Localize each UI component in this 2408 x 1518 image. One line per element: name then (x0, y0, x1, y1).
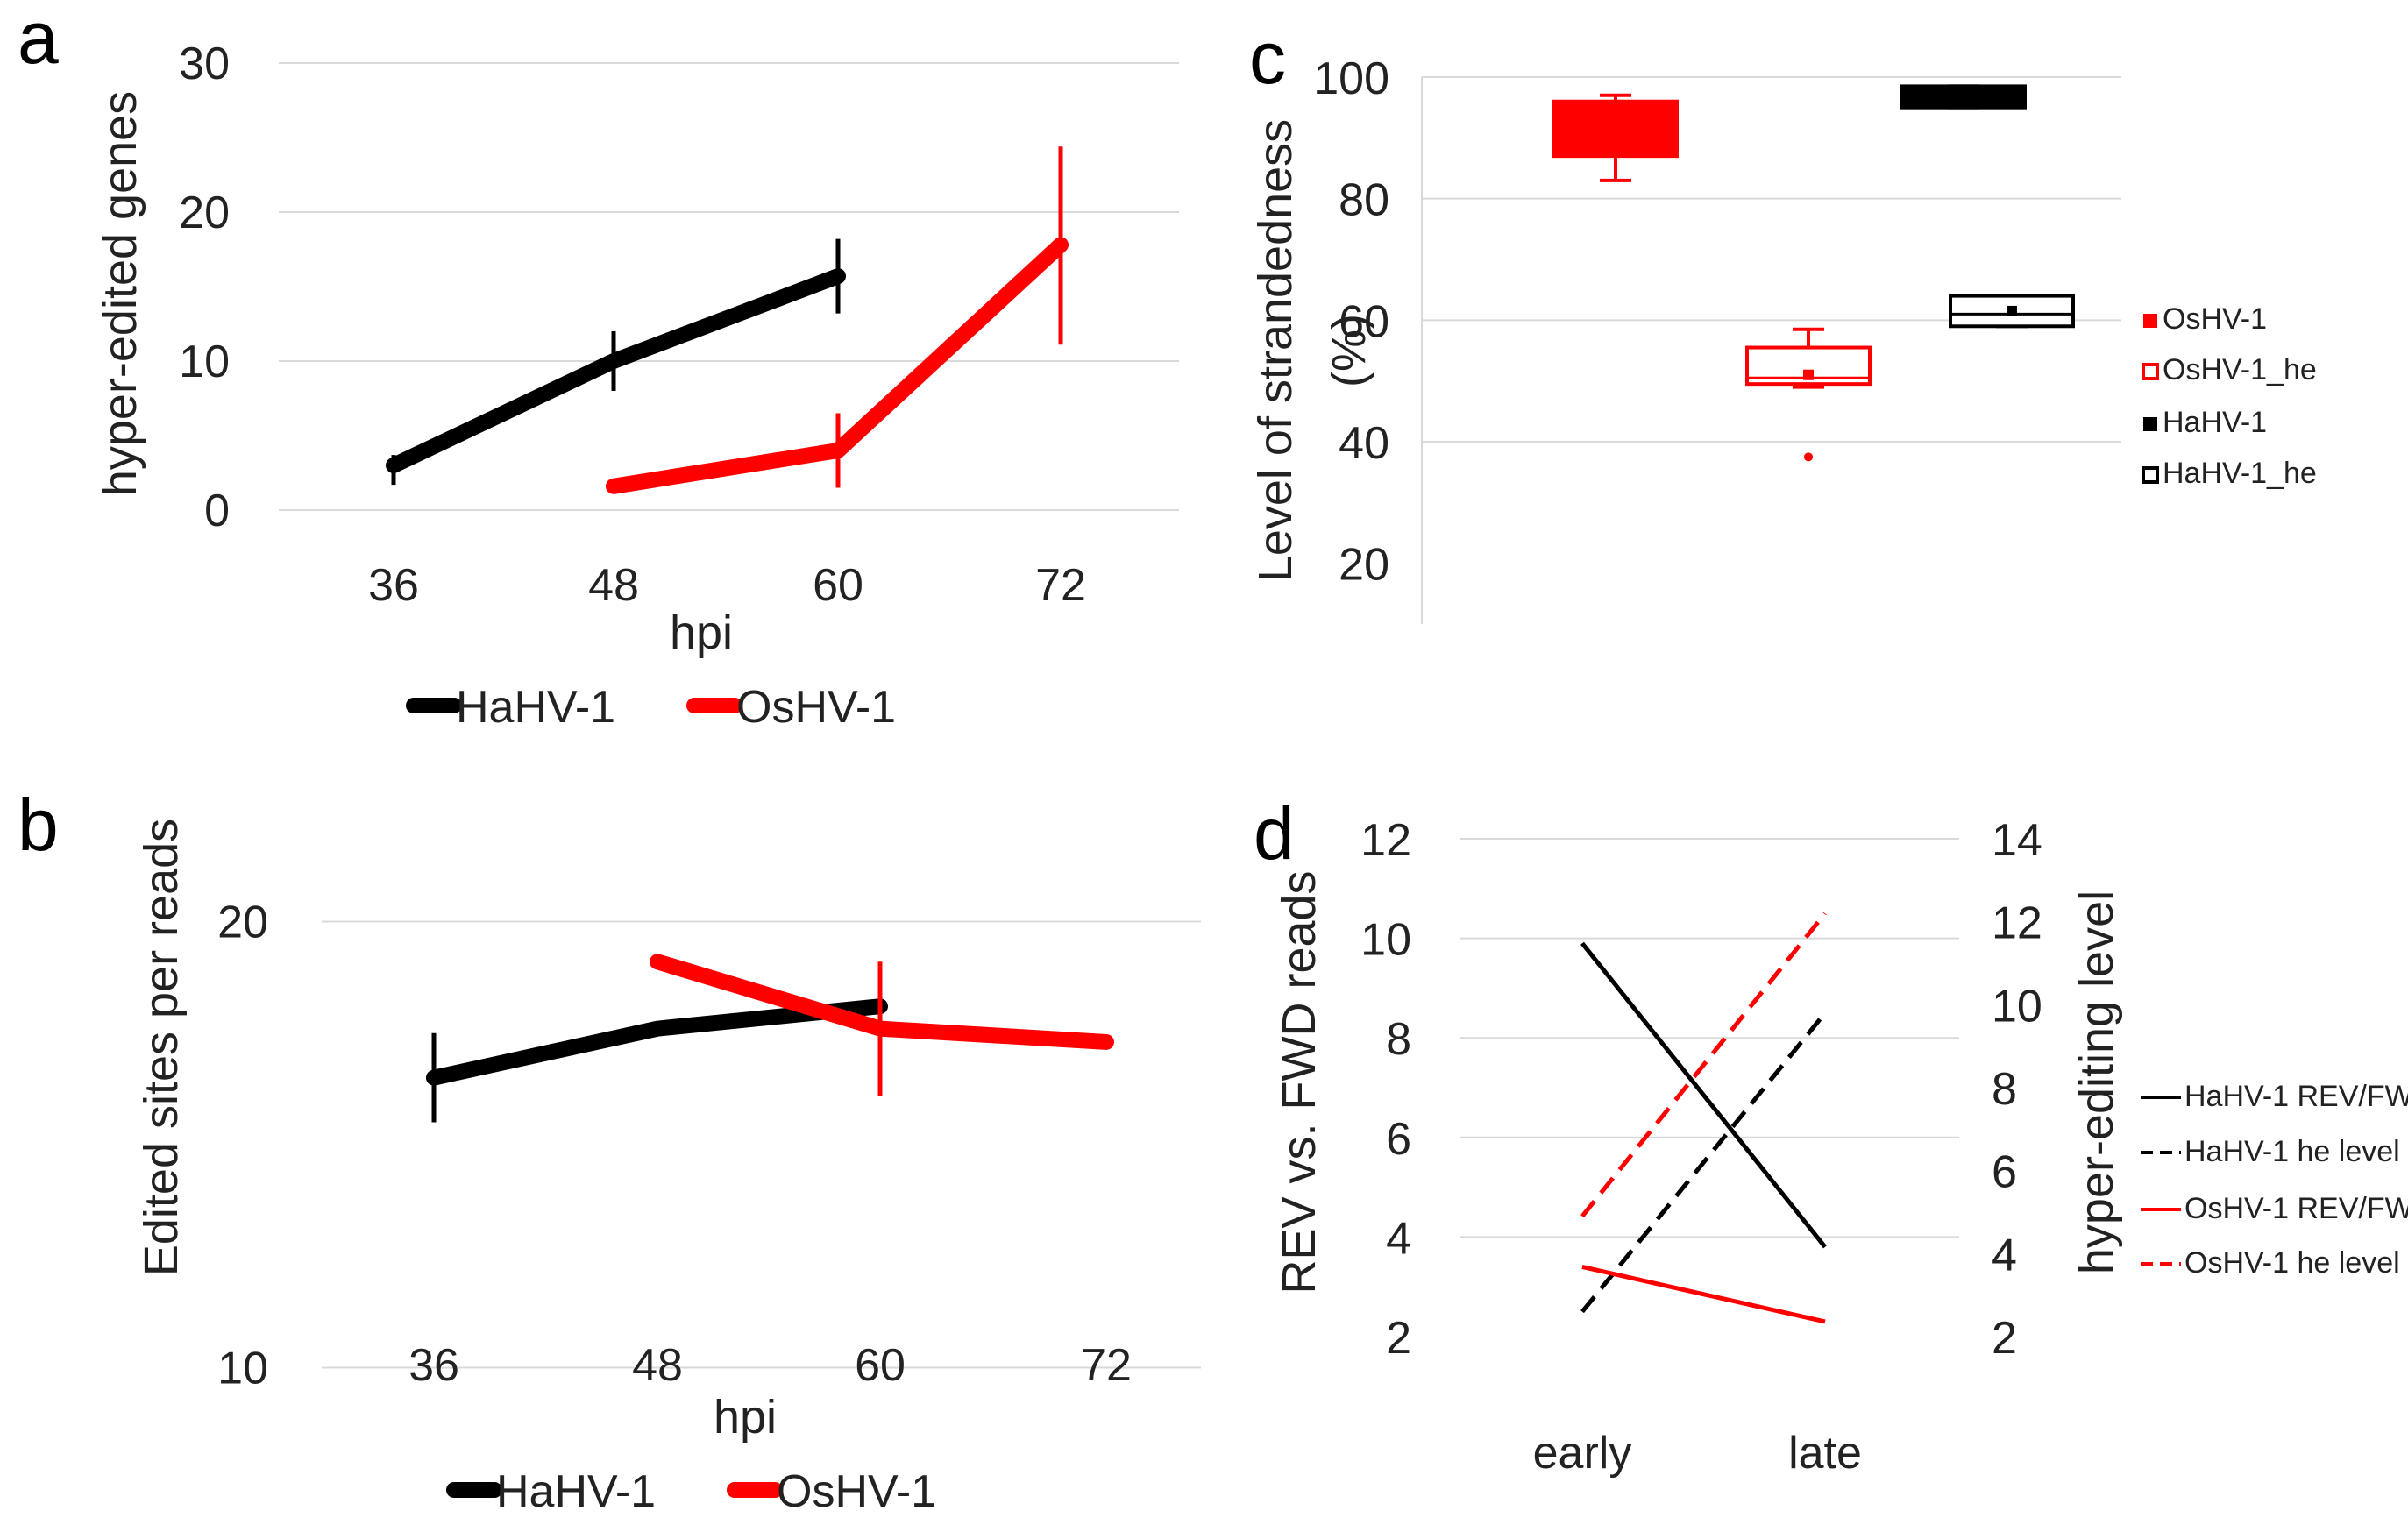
data-point-hahv-1-48 (650, 1021, 665, 1036)
y-left-axis-title: REV vs. FWD reads (1273, 870, 1325, 1294)
x-tick-label-36: 36 (368, 560, 419, 611)
y-tick-label-20: 20 (179, 188, 230, 238)
chart-d: 2 4 6 8 10 12 2 4 6 8 10 12 14 early late REV vs. FWD r… (1273, 815, 2408, 1479)
legend-label-oshv-1-rev-fwd: OsHV-1 REV/FWD (2184, 1192, 2408, 1225)
legend-swatch-hahv-1 (2143, 417, 2157, 431)
x-tick-label-60: 60 (855, 1340, 906, 1391)
y-left-tick-label-12: 12 (1360, 815, 1411, 866)
box-oshv-1 (1552, 99, 1679, 159)
y-left-tick-label-4: 4 (1386, 1213, 1411, 1264)
chart-b: 10 20 36 48 60 72 hpi Edited sites per reads HaH… (135, 819, 1201, 1517)
series-line-oshv-1-he-level (1580, 912, 1827, 1218)
y-tick-label-40: 40 (1339, 418, 1389, 469)
legend-label-hahv-1-rev-fwd: HaHV-1 REV/FWD (2184, 1080, 2408, 1113)
mean-marker-oshv-1 (1610, 126, 1621, 138)
y-axis-title: Edited sites per reads (135, 819, 188, 1276)
legend-swatch-hahv-1-he (2142, 466, 2159, 484)
x-tick-label-48: 48 (632, 1340, 683, 1391)
y-right-tick-label-2: 2 (1992, 1313, 2017, 1364)
y-right-tick-label-6: 6 (1992, 1147, 2017, 1198)
legend-swatch-oshv-1 (2143, 314, 2157, 328)
y-tick-label-100: 100 (1313, 53, 1389, 104)
mean-marker-hahv-1-he (2007, 305, 2017, 316)
y-right-tick-label-12: 12 (1992, 898, 2042, 949)
x-tick-label-early: early (1533, 1428, 1632, 1479)
data-point-hahv-1-48 (606, 353, 622, 369)
mean-marker-hahv-1 (1958, 93, 1969, 104)
y-axis-title-line-1: Level of strandedness (1249, 119, 1302, 582)
legend-swatch-oshv-1-he (2142, 363, 2159, 380)
data-point-oshv-1-72 (1098, 1034, 1114, 1050)
data-point-hahv-1-36 (386, 458, 401, 473)
legend-label-hahv-1: HaHV-1 (2163, 406, 2267, 439)
y-left-tick-label-8: 8 (1386, 1014, 1411, 1065)
x-tick-label-36: 36 (408, 1340, 459, 1391)
panel-letter-b: b (18, 784, 59, 866)
x-axis-title: hpi (670, 606, 733, 659)
y-left-tick-label-10: 10 (1360, 915, 1411, 966)
legend-label-oshv-1: OsHV-1 (736, 682, 896, 733)
legend-label-hahv-1-he: HaHV-1_he (2163, 457, 2317, 490)
y-tick-label-60: 60 (1339, 296, 1389, 347)
y-tick-label-0: 0 (204, 486, 230, 536)
y-left-tick-label-2: 2 (1386, 1313, 1411, 1364)
data-point-oshv-1-48 (650, 954, 665, 969)
legend-label-hahv-1-he-level: HaHV-1 he level (2184, 1135, 2400, 1168)
y-tick-label-10: 10 (217, 1344, 268, 1394)
data-point-hahv-1-60 (830, 269, 846, 284)
legend-label-oshv-1-he: OsHV-1_he (2163, 353, 2317, 387)
legend-label-hahv-1: HaHV-1 (496, 1466, 656, 1517)
y-axis-title-line-2: (%) (1323, 314, 1375, 387)
y-right-tick-label-4: 4 (1992, 1230, 2017, 1280)
y-tick-label-10: 10 (179, 337, 230, 387)
x-tick-label-60: 60 (813, 560, 863, 611)
x-tick-label-48: 48 (588, 560, 639, 611)
panel-letter-a: a (18, 0, 59, 79)
panel-letter-c: c (1249, 17, 1286, 99)
data-point-oshv-1-60 (830, 443, 846, 458)
y-right-axis-title: hyper-editing level (2071, 890, 2123, 1274)
y-tick-label-80: 80 (1339, 175, 1389, 226)
panel-letter-d: d (1254, 792, 1295, 875)
y-tick-label-20: 20 (217, 897, 268, 948)
legend-label-oshv-1-he-level: OsHV-1 he level (2184, 1246, 2400, 1280)
y-right-tick-label-10: 10 (1992, 981, 2042, 1032)
y-axis-title: hyper-edited genes (94, 91, 146, 496)
x-tick-label-late: late (1788, 1428, 1862, 1479)
data-point-oshv-1-72 (1053, 238, 1069, 252)
series-line-hahv-1-he-level (1580, 1011, 1827, 1314)
y-left-tick-label-6: 6 (1386, 1114, 1411, 1165)
outlier-oshv-1-he-1 (1804, 452, 1813, 462)
series-line-oshv-1-rev-fwd (1581, 1265, 1826, 1324)
y-right-tick-label-8: 8 (1992, 1064, 2017, 1115)
legend-label-oshv-1: OsHV-1 (777, 1466, 936, 1517)
legend-label-oshv-1: OsHV-1 (2163, 302, 2267, 336)
y-tick-label-30: 30 (179, 39, 230, 89)
data-point-hahv-1-36 (426, 1070, 442, 1085)
chart-a: 0 10 20 30 36 48 60 72 hpi hyper-edited genes HaHV… (94, 39, 1179, 733)
x-axis-title: hpi (714, 1391, 777, 1444)
data-point-oshv-1-60 (872, 1021, 888, 1036)
y-right-tick-label-14: 14 (1992, 815, 2042, 866)
x-tick-label-72: 72 (1035, 560, 1086, 611)
data-point-oshv-1-48 (606, 479, 622, 493)
x-tick-label-72: 72 (1081, 1340, 1132, 1391)
mean-marker-oshv-1-he (1803, 369, 1814, 380)
y-tick-label-20: 20 (1339, 540, 1389, 591)
series-line-hahv-1-rev-fwd (1580, 941, 1827, 1249)
legend-label-hahv-1: HaHV-1 (456, 682, 615, 733)
